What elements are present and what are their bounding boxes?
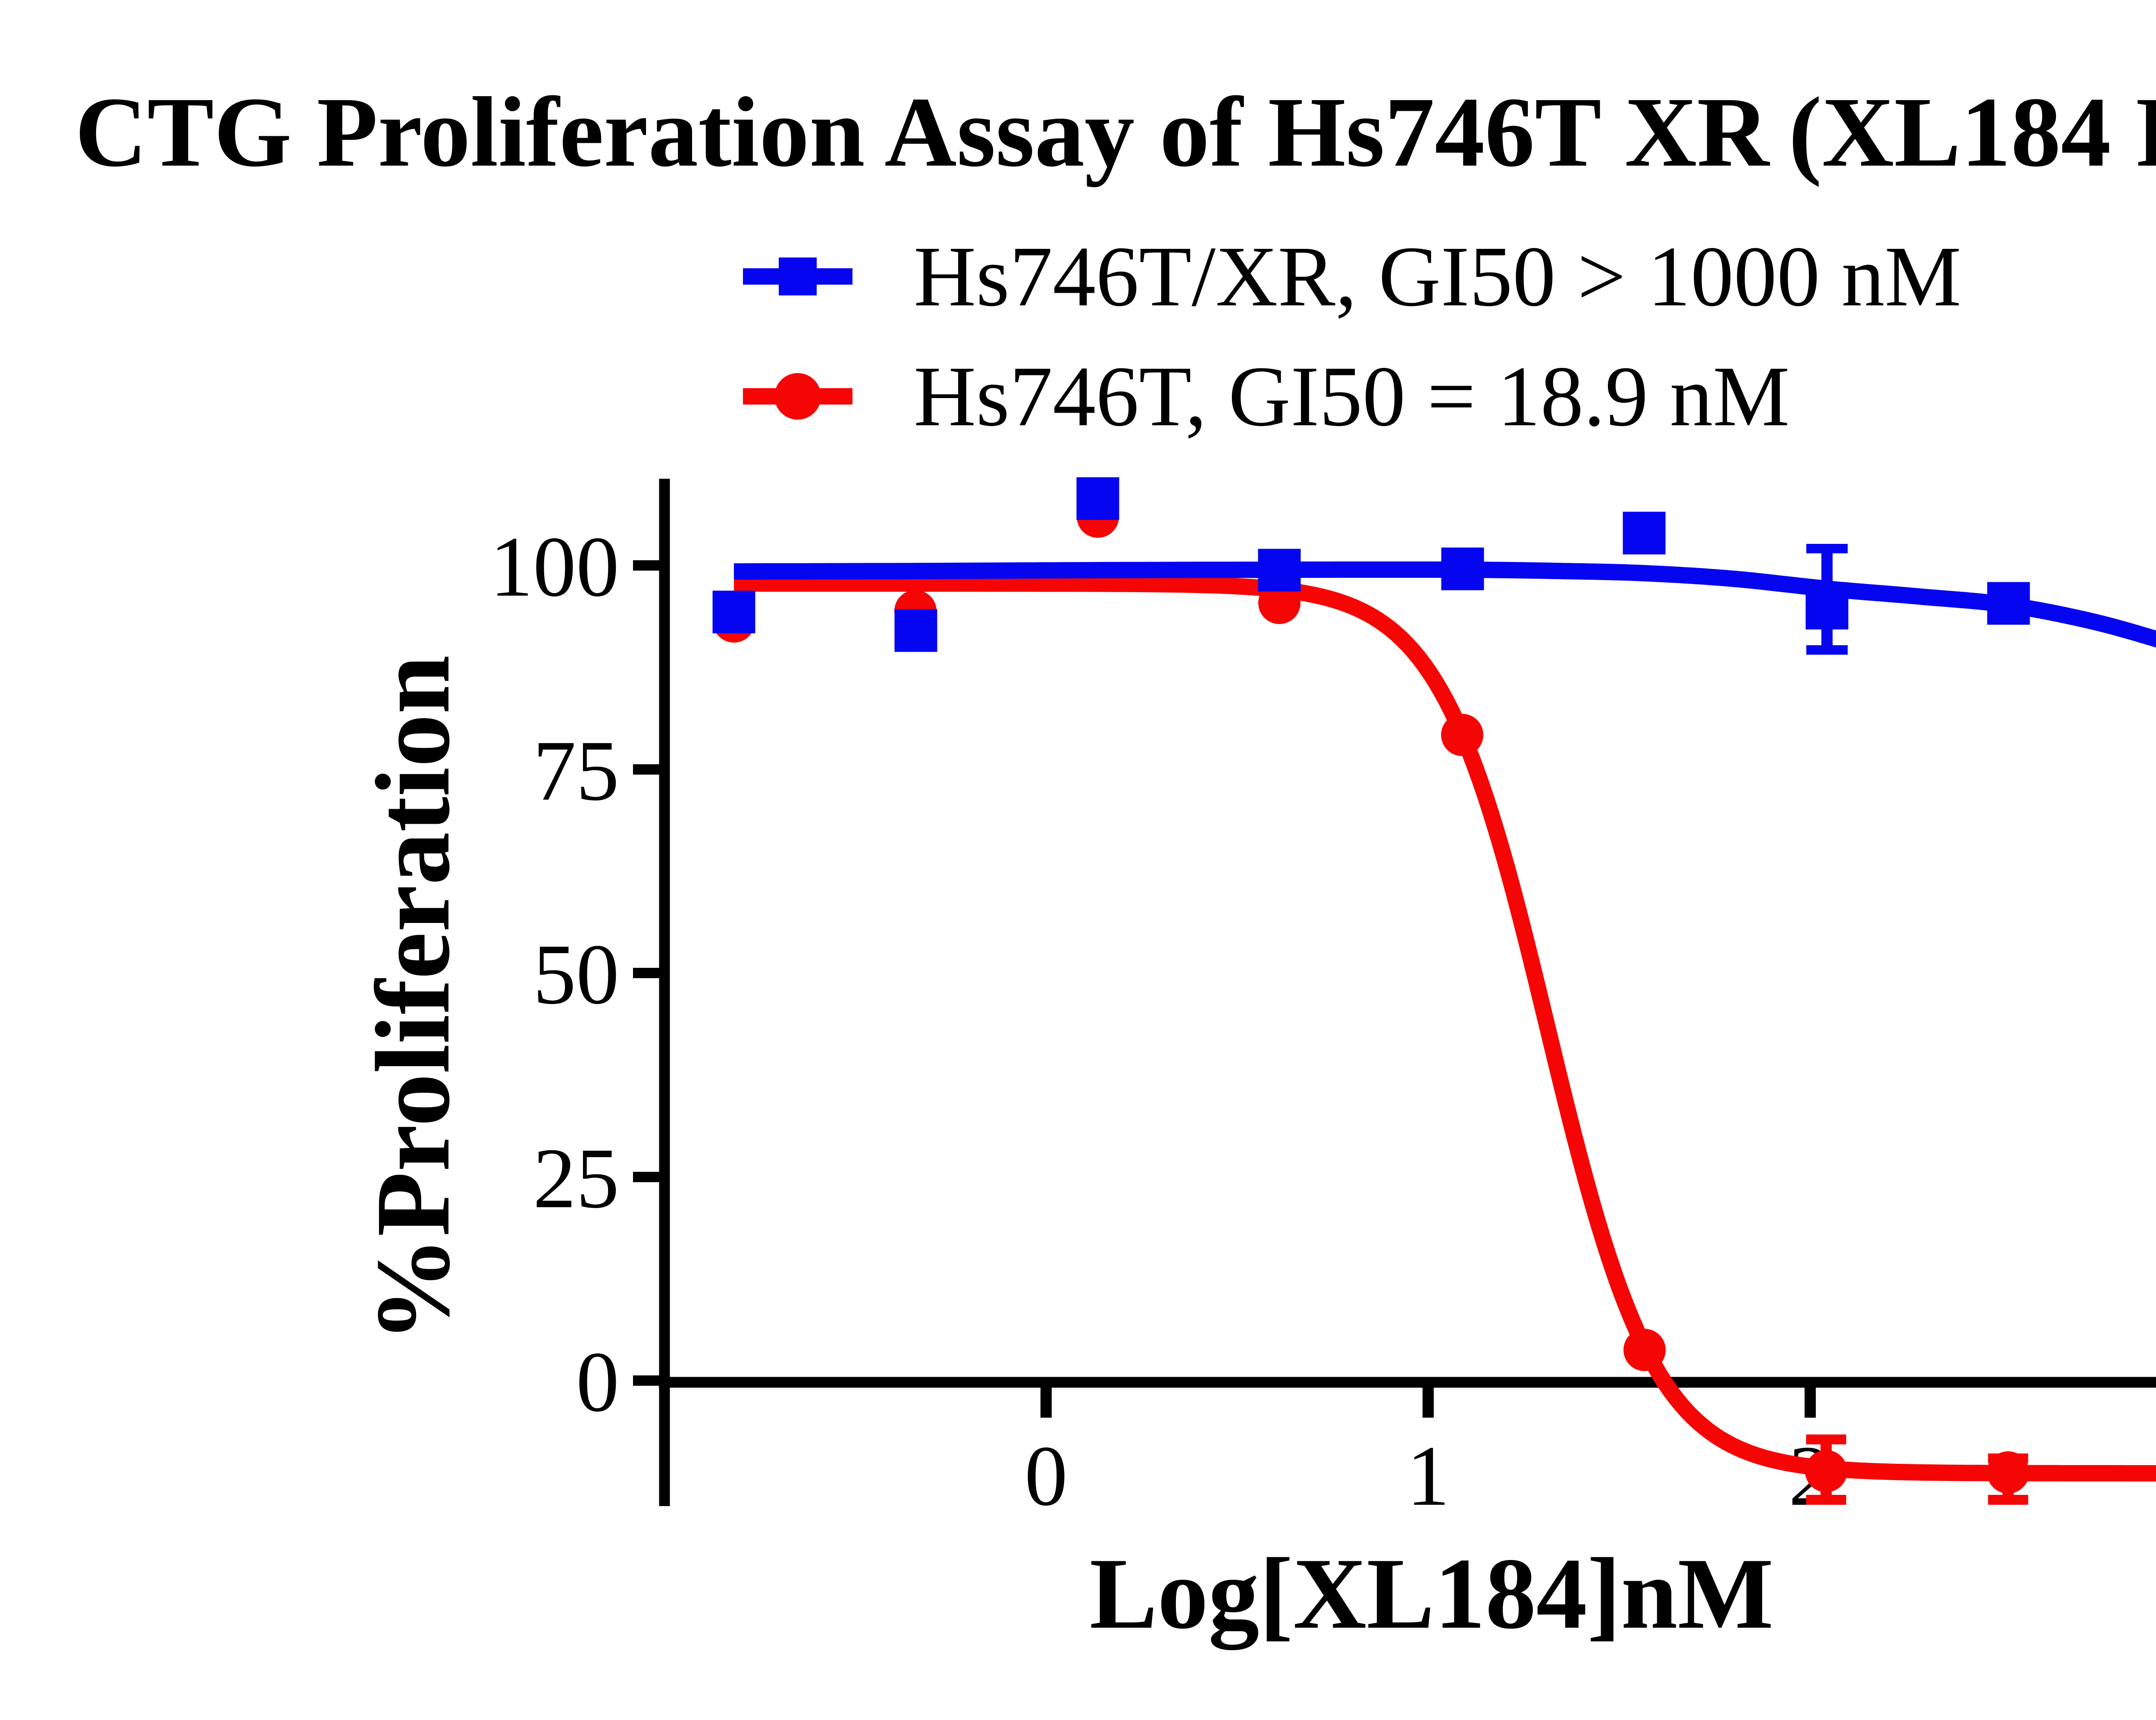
svg-text:Log[XL184]nM: Log[XL184]nM	[1090, 1538, 1774, 1650]
svg-text:75: 75	[533, 723, 619, 819]
svg-text:CTG Proliferation Assay of Hs7: CTG Proliferation Assay of Hs746T XR (XL1…	[75, 77, 2156, 188]
svg-text:50: 50	[533, 927, 619, 1022]
svg-text:25: 25	[533, 1131, 619, 1226]
svg-text:1: 1	[1407, 1428, 1450, 1524]
svg-text:Hs746T, GI50 = 18.9 nM: Hs746T, GI50 = 18.9 nM	[914, 349, 1789, 444]
svg-text:100: 100	[490, 519, 619, 615]
svg-text:Hs746T/XR, GI50 > 1000 nM: Hs746T/XR, GI50 > 1000 nM	[914, 229, 1962, 324]
svg-text:0: 0	[1025, 1428, 1068, 1524]
svg-text:0: 0	[576, 1334, 619, 1430]
svg-text:%Proliferation: %Proliferation	[354, 655, 472, 1343]
